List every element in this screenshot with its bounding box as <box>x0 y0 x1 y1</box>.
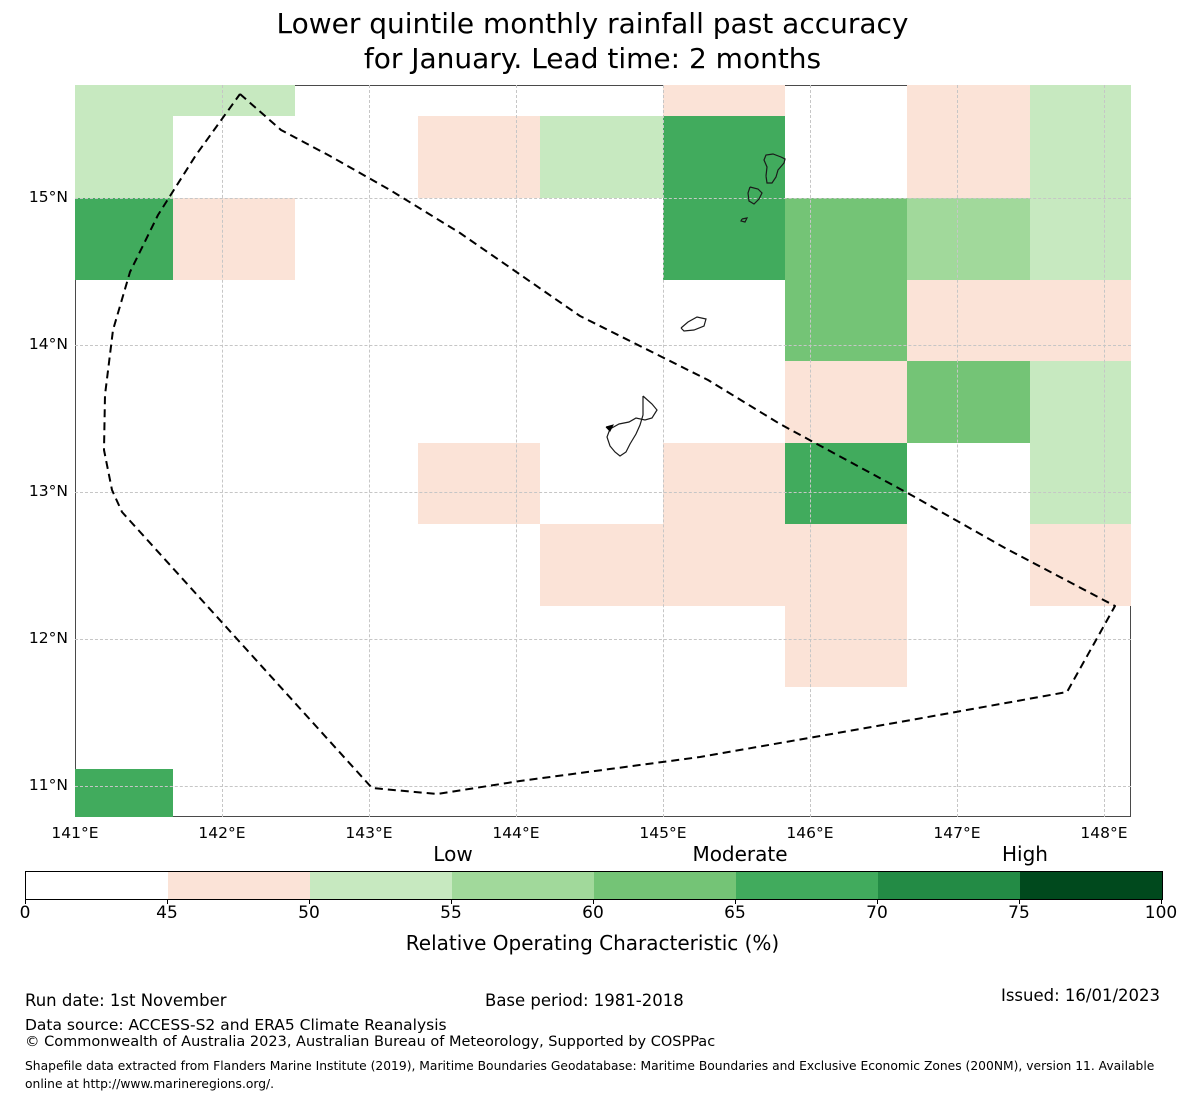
parallel-gridline <box>75 639 1131 640</box>
parallel-gridline <box>75 492 1131 493</box>
shapefile-note-text: Shapefile data extracted from Flanders M… <box>25 1059 1155 1091</box>
x-axis-tick-label: 147°E <box>933 824 981 842</box>
heatmap-cell <box>1030 524 1131 606</box>
colorbar-tick-mark <box>877 899 878 904</box>
heatmap-cell <box>785 443 907 524</box>
heatmap-cell <box>75 85 173 198</box>
heatmap-cell <box>785 524 907 687</box>
heatmap-cell <box>75 198 173 280</box>
parallel-gridline <box>75 345 1131 346</box>
colorbar-tick-label: 50 <box>298 903 320 923</box>
colorbar-axis-label: Relative Operating Characteristic (%) <box>405 931 780 955</box>
colorbar-segment <box>594 872 736 899</box>
heatmap-cell <box>663 443 785 606</box>
colorbar-tick-mark <box>735 899 736 904</box>
colorbar-tick-mark <box>451 899 452 904</box>
parallel-gridline <box>75 198 1131 199</box>
copyright-text: © Commonwealth of Australia 2023, Austra… <box>25 1034 716 1050</box>
title-line-1: Lower quintile monthly rainfall past acc… <box>276 7 909 40</box>
heatmap-cell <box>1030 280 1131 361</box>
heatmap-cell <box>418 443 540 524</box>
meridian-gridline <box>1104 85 1105 817</box>
meridian-gridline <box>222 85 223 817</box>
parallel-gridline <box>75 786 1131 787</box>
x-axis-tick-label: 143°E <box>345 824 393 842</box>
colorbar-tick-label: 100 <box>1144 903 1178 923</box>
legend-category-label: Low <box>433 842 473 866</box>
x-axis-tick-label: 142°E <box>198 824 246 842</box>
colorbar-segment <box>1020 872 1162 899</box>
heatmap-cell <box>1030 361 1131 524</box>
y-axis-tick-label: 13°N <box>28 482 68 500</box>
x-axis-tick-label: 148°E <box>1080 824 1128 842</box>
colorbar-tick-label: 55 <box>440 903 462 923</box>
meridian-gridline <box>516 85 517 817</box>
legend-category-label: High <box>1002 842 1048 866</box>
heatmap-cell <box>663 85 785 116</box>
y-axis-tick-label: 14°N <box>28 335 68 353</box>
colorbar-segment <box>168 872 310 899</box>
y-axis-tick-label: 11°N <box>28 776 68 794</box>
colorbar-tick-mark <box>25 899 26 904</box>
colorbar-tick-label: 45 <box>156 903 178 923</box>
data-source-text: Data source: ACCESS-S2 and ERA5 Climate … <box>25 1016 447 1034</box>
legend-category-label: Moderate <box>692 842 788 866</box>
colorbar-tick-label: 75 <box>1008 903 1030 923</box>
colorbar-segment <box>452 872 594 899</box>
colorbar-tick-mark <box>1161 899 1162 904</box>
heatmap-cell <box>785 361 907 443</box>
colorbar-tick-mark <box>593 899 594 904</box>
meridian-gridline <box>810 85 811 817</box>
page-title: Lower quintile monthly rainfall past acc… <box>0 6 1185 76</box>
meridian-gridline <box>957 85 958 817</box>
heatmap-cell <box>540 524 663 606</box>
x-axis-tick-label: 144°E <box>492 824 540 842</box>
x-axis-tick-label: 141°E <box>51 824 99 842</box>
heatmap-cell <box>418 116 540 198</box>
base-period-text: Base period: 1981-2018 <box>485 991 684 1010</box>
colorbar-tick-label: 0 <box>19 903 31 923</box>
colorbar-segment <box>310 872 452 899</box>
heatmap-cell <box>1030 85 1131 198</box>
y-axis-tick-label: 12°N <box>28 629 68 647</box>
heatmap-cell <box>540 116 663 198</box>
colorbar-tick-mark <box>1019 899 1020 904</box>
meridian-gridline <box>369 85 370 817</box>
colorbar-segment <box>26 872 168 899</box>
heatmap-cell <box>173 85 295 116</box>
colorbar-tick-mark <box>167 899 168 904</box>
run-date-text: Run date: 1st November <box>25 991 227 1010</box>
heatmap-cell <box>785 198 907 361</box>
heatmap-cell <box>907 280 1030 361</box>
issued-date-text: Issued: 16/01/2023 <box>1000 986 1160 1005</box>
title-line-2: for January. Lead time: 2 months <box>363 42 822 75</box>
meridian-gridline <box>663 85 664 817</box>
heatmap-cell <box>907 361 1030 443</box>
heatmap-cell <box>173 198 295 280</box>
colorbar-segment <box>736 872 878 899</box>
heatmap-cell <box>907 198 1030 280</box>
colorbar-tick-label: 65 <box>724 903 746 923</box>
y-axis-tick-label: 15°N <box>28 188 68 206</box>
colorbar <box>25 871 1163 900</box>
x-axis-tick-label: 145°E <box>639 824 687 842</box>
colorbar-tick-mark <box>309 899 310 904</box>
heatmap-cell <box>1030 198 1131 280</box>
heatmap-cell <box>907 85 1030 198</box>
colorbar-tick-label: 70 <box>866 903 888 923</box>
heatmap-cell <box>75 769 173 817</box>
x-axis-tick-label: 146°E <box>786 824 834 842</box>
colorbar-segment <box>878 872 1020 899</box>
colorbar-tick-label: 60 <box>582 903 604 923</box>
